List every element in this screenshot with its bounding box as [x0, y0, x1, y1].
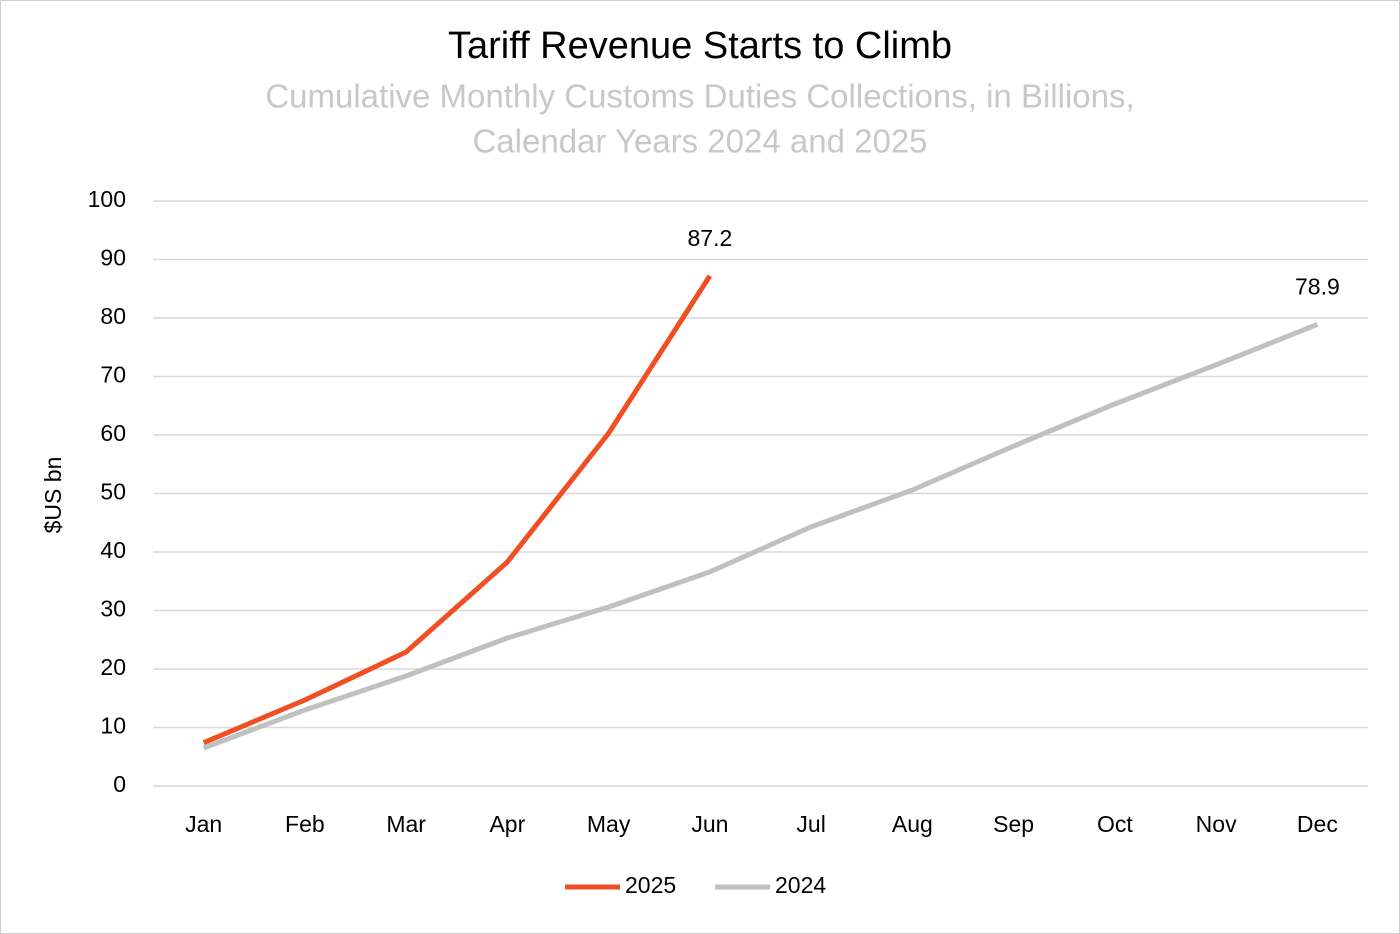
y-tick-label: 90 — [100, 245, 126, 271]
chart-title: Tariff Revenue Starts to Climb — [448, 25, 952, 67]
y-tick-label: 40 — [100, 537, 126, 563]
data-label: 78.9 — [1295, 274, 1340, 300]
y-tick-label: 20 — [100, 654, 126, 680]
x-tick-label: Apr — [489, 811, 525, 837]
x-tick-label: Sep — [993, 811, 1034, 837]
x-tick-label: Jul — [796, 811, 825, 837]
x-tick-label: Oct — [1097, 811, 1133, 837]
legend-label: 2025 — [625, 872, 676, 898]
y-tick-label: 0 — [113, 771, 126, 797]
y-tick-label: 60 — [100, 420, 126, 446]
chart-subtitle: Cumulative Monthly Customs Duties Collec… — [265, 78, 1134, 115]
y-tick-label: 30 — [100, 596, 126, 622]
legend-label: 2024 — [775, 872, 826, 898]
x-tick-label: Mar — [386, 811, 426, 837]
y-tick-label: 50 — [100, 479, 126, 505]
chart-subtitle: Calendar Years 2024 and 2025 — [472, 123, 927, 160]
x-tick-label: Feb — [285, 811, 325, 837]
x-tick-label: Jan — [185, 811, 222, 837]
x-tick-label: Dec — [1297, 811, 1338, 837]
x-tick-label: Jun — [691, 811, 728, 837]
y-tick-label: 70 — [100, 362, 126, 388]
y-tick-label: 100 — [88, 186, 126, 212]
y-tick-label: 80 — [100, 303, 126, 329]
x-tick-label: Aug — [892, 811, 933, 837]
y-tick-label: 10 — [100, 713, 126, 739]
y-axis-label: $US bn — [40, 457, 66, 534]
data-label: 87.2 — [687, 225, 732, 251]
series-line — [202, 274, 712, 746]
x-tick-label: Nov — [1196, 811, 1237, 837]
series-line — [202, 322, 1319, 751]
x-tick-label: May — [587, 811, 631, 837]
